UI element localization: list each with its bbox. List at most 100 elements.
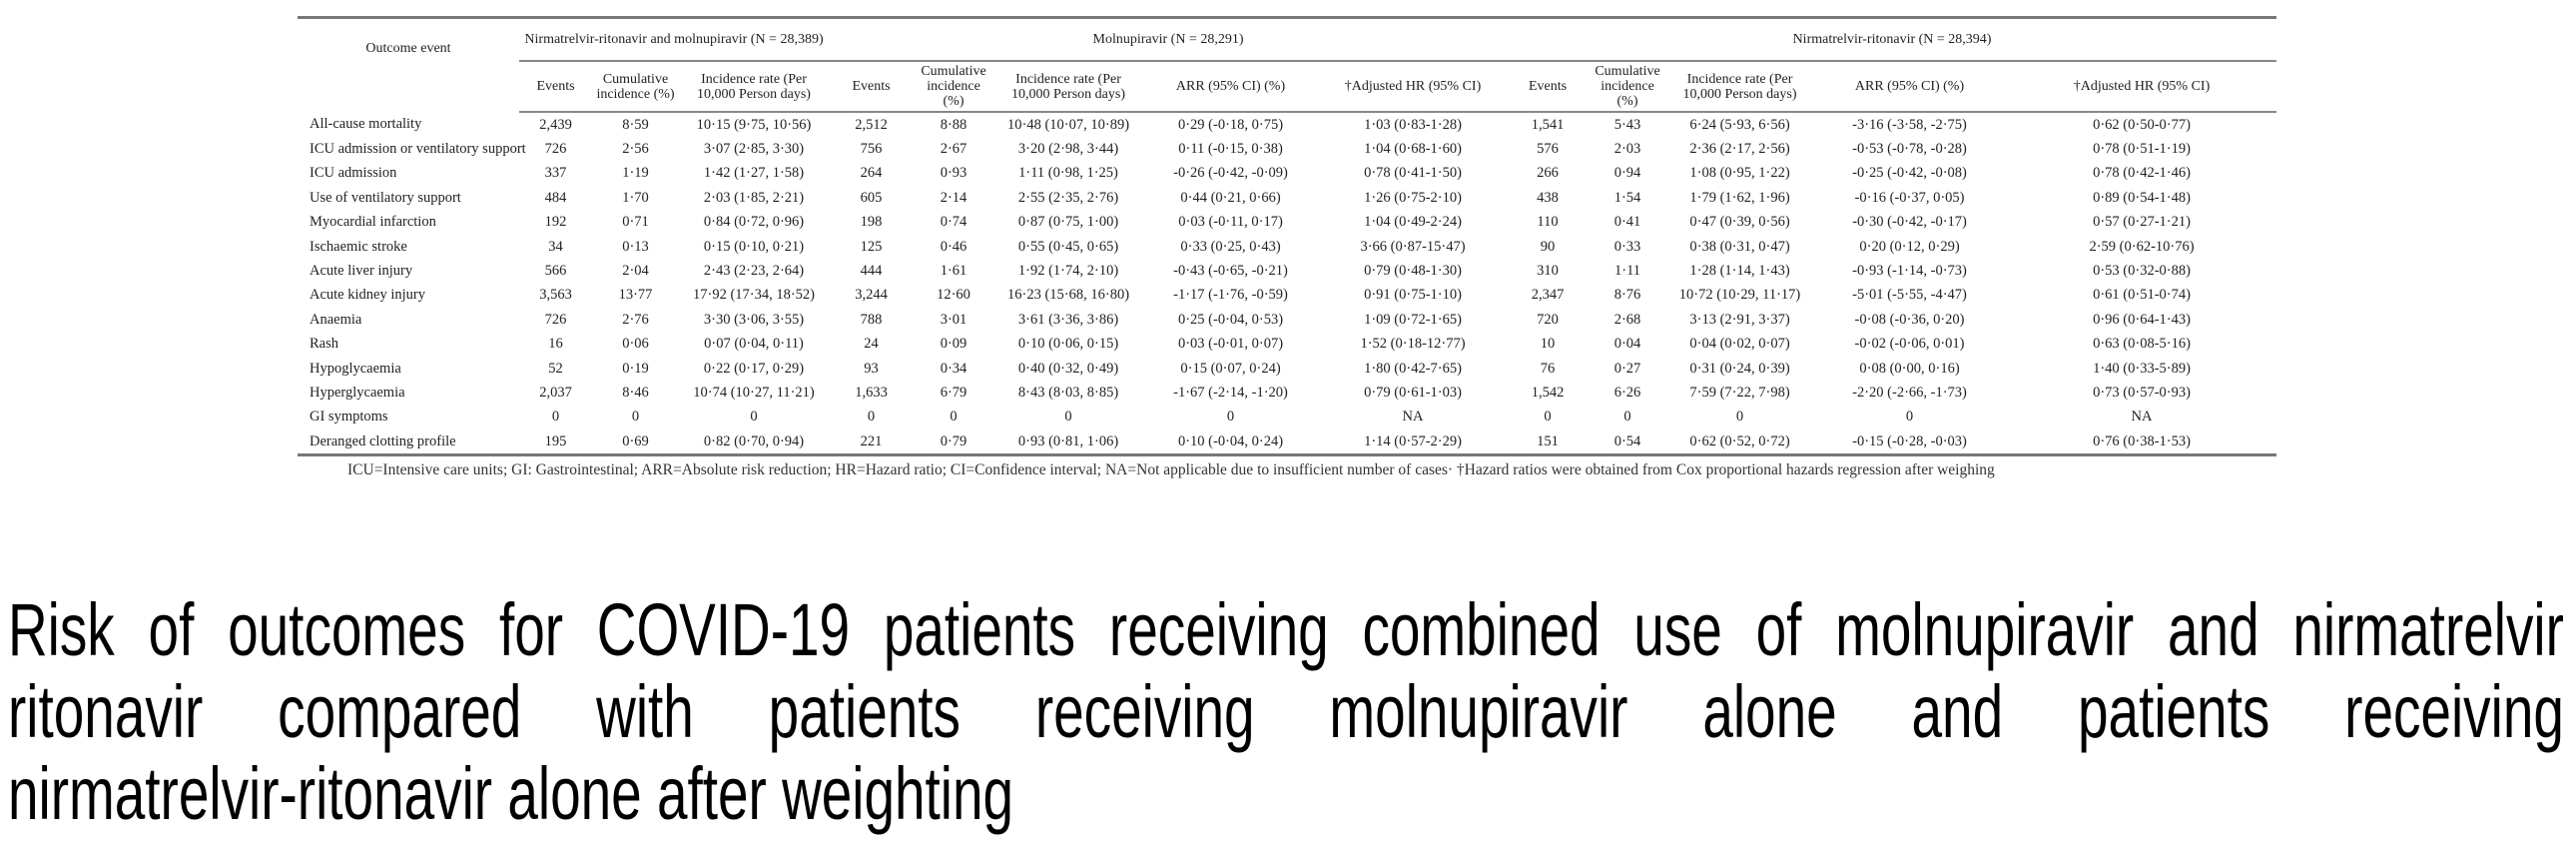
table-row: Anaemia 726 2·76 3·30 (3·06, 3·55) 788 3·01 3·… (298, 308, 2276, 332)
table-cell: 0·04 (1613, 336, 1641, 353)
outcome-label: Ischaemic stroke (310, 238, 407, 255)
outcome-label: Acute kidney injury (310, 287, 425, 304)
caption-line-2: ritonavir compared with patients receivi… (8, 670, 2564, 753)
table-cell: 110 (1537, 214, 1559, 231)
table-cell: 2·56 (622, 141, 649, 158)
table-cell: 3·30 (3·06, 3·55) (703, 311, 805, 328)
table-cell: -0·43 (-0·65, -0·21) (1173, 263, 1288, 280)
table-cell: 2·59 (0·62-10·76) (2089, 238, 2195, 255)
column-header: Cumulative incidence (%) (914, 61, 994, 113)
table-row: All-cause mortality 2,439 8·59 10·15 (9·75,… (298, 112, 2276, 137)
table-cell: 52 (548, 360, 563, 377)
table-cell: 726 (544, 311, 567, 328)
table-cell: 16 (548, 336, 563, 353)
table-cell: 195 (519, 430, 592, 457)
column-header: Incidence rate (Per 10,000 Person days) (679, 61, 830, 113)
column-header: Events (519, 61, 592, 113)
column-header: †Adjusted HR (95% CI) (1318, 61, 1509, 113)
table-cell: 2,512 (855, 116, 888, 133)
table-cell: 17·92 (17·34, 18·52) (692, 287, 816, 304)
table-cell: 1·92 (1·74, 2·10) (1017, 263, 1119, 280)
table-cell: 0·53 (0·32-0·88) (2093, 263, 2191, 280)
outcomes-table: Outcome event Nirmatrelvir-ritonavir and… (298, 16, 2277, 457)
outcome-label: Hyperglycaemia (310, 384, 405, 401)
table-cell: 0·34 (940, 360, 967, 377)
outcome-label: Rash (310, 336, 338, 353)
table-cell: 576 (1537, 141, 1559, 158)
table-cell: 0·08 (0·00, 0·16) (1859, 360, 1960, 377)
column-header: †Adjusted HR (95% CI) (2007, 61, 2277, 113)
table-row: ICU admission 337 1·19 1·42 (1·27, 1·58) 264… (298, 162, 2276, 186)
table-cell: 2,439 (539, 116, 572, 133)
table-cell: 6·79 (940, 384, 967, 401)
table-cell: 756 (860, 141, 883, 158)
table-cell: 2·36 (2·17, 2·56) (1689, 141, 1790, 158)
table-cell: 788 (860, 311, 883, 328)
table-row: Ischaemic stroke 34 0·13 0·15 (0·10, 0·21) 1… (298, 235, 2276, 259)
table-cell: -0·53 (-0·78, -0·28) (1852, 141, 1967, 158)
outcome-event-header: Outcome event (298, 16, 519, 112)
table-cell: 10·72 (10·29, 11·17) (1678, 287, 1801, 304)
table-cell: 0·55 (0·45, 0·65) (1017, 238, 1119, 255)
table-cell: 1,633 (855, 384, 888, 401)
table-footnote: ICU=Intensive care units; GI: Gastrointe… (347, 461, 1995, 478)
table-cell: 1·14 (0·57-2·29) (1318, 430, 1509, 457)
caption-line-1: Risk of outcomes for COVID-19 patients r… (8, 588, 2564, 671)
table-cell: 1·28 (1·14, 1·43) (1689, 263, 1790, 280)
table-cell: 0·71 (622, 214, 649, 231)
table-cell: 1·11 (1613, 263, 1641, 280)
table-cell: 2·76 (622, 311, 649, 328)
table-cell: 1·26 (0·75-2·10) (1364, 189, 1462, 206)
table-cell: 1·11 (0·98, 1·25) (1018, 165, 1118, 182)
table-row: Hyperglycaemia 2,037 8·46 10·74 (10·27, 11·… (298, 381, 2276, 405)
column-header: Incidence rate (Per 10,000 Person days) (993, 61, 1144, 113)
table-cell: 0·27 (1613, 360, 1641, 377)
table-cell: 0·61 (0·51-0·74) (2093, 287, 2191, 304)
table-cell: 444 (860, 263, 883, 280)
table-cell: 1·04 (0·68-1·60) (1364, 141, 1462, 158)
table-cell: 1·61 (940, 263, 967, 280)
table-cell: -0·15 (-0·28, -0·03) (1812, 430, 2008, 457)
table-cell: 2·04 (622, 263, 649, 280)
table-cell: 0·79 (0·48-1·30) (1364, 263, 1462, 280)
table-row: Myocardial infarction 192 0·71 0·84 (0·72, … (298, 211, 2276, 235)
table-cell: 1·42 (1·27, 1·58) (703, 165, 805, 182)
table-cell: 8·59 (622, 116, 649, 133)
table-cell: 8·46 (622, 384, 649, 401)
outcome-label: All-cause mortality (310, 116, 422, 133)
table-cell: 0·10 (0·06, 0·15) (1017, 336, 1119, 353)
table-cell: 3·01 (940, 311, 967, 328)
figure-caption: Risk of outcomes for COVID-19 patients r… (8, 589, 2564, 835)
table-cell: 1·70 (622, 189, 649, 206)
table-cell: 0·04 (0·02, 0·07) (1689, 336, 1790, 353)
table-cell: 3·07 (2·85, 3·30) (703, 141, 805, 158)
table-row: ICU admission or ventilatory support 726 2… (298, 137, 2276, 161)
table-cell: 76 (1540, 360, 1556, 377)
table-cell: 310 (1537, 263, 1559, 280)
table-cell: 1·54 (1613, 189, 1641, 206)
table-cell: -0·93 (-1·14, -0·73) (1852, 263, 1967, 280)
table-cell: 0·89 (0·54-1·48) (2093, 189, 2191, 206)
table-cell: 3,244 (855, 287, 888, 304)
table-cell: 726 (544, 141, 567, 158)
table-cell: 1·19 (622, 165, 649, 182)
table-cell: 8·76 (1613, 287, 1641, 304)
table-cell: 1,542 (1531, 384, 1565, 401)
table-cell: 0 (867, 409, 876, 426)
table-cell: 0 (1226, 409, 1235, 426)
table-cell: 0·76 (0·38-1·53) (2007, 430, 2277, 457)
table-cell: 1·03 (0·83-1·28) (1364, 116, 1462, 133)
table-cell: 0 (1735, 409, 1744, 426)
table-cell: 0·78 (0·41-1·50) (1364, 165, 1462, 182)
table-cell: 605 (860, 189, 883, 206)
table-cell: 0·74 (940, 214, 967, 231)
table-cell: 0·03 (-0·01, 0·07) (1177, 336, 1284, 353)
table-cell: 1·40 (0·33-5·89) (2093, 360, 2191, 377)
table-row: Acute liver injury 566 2·04 2·43 (2·23, 2·6… (298, 259, 2276, 283)
table-cell: -0·16 (-0·37, 0·05) (1854, 189, 1965, 206)
table-cell: 12·60 (937, 287, 970, 304)
table-cell: 3,563 (539, 287, 572, 304)
table-cell: 1·80 (0·42-7·65) (1364, 360, 1462, 377)
table-cell: 264 (860, 165, 883, 182)
outcome-label: Acute liver injury (310, 263, 413, 280)
